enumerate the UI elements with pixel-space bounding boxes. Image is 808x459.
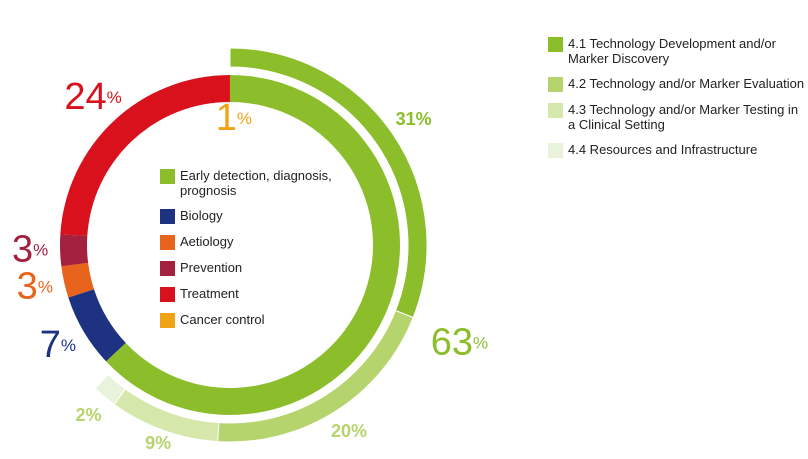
legend-item: 4.3 Technology and/or Marker Testing in … [548,102,806,132]
value-label: 24% [64,76,121,118]
category-legend: Early detection, diagnosis, prognosis Bio… [160,168,335,338]
value-label: 63% [431,321,488,363]
legend-item: 4.2 Technology and/or Marker Evaluation [548,76,806,92]
breakdown-label: 9% [145,433,171,453]
legend-item: 4.4 Resources and Infrastructure [548,142,806,158]
legend-label: Aetiology [180,234,234,249]
legend-item: Cancer control [160,312,335,328]
breakdown-segment [94,374,127,406]
legend-swatch [548,77,563,92]
donut-segment [68,289,126,362]
legend-label: 4.2 Technology and/or Marker Evaluation [568,76,805,91]
legend-label: Cancer control [180,312,265,327]
breakdown-label: 2% [75,405,101,425]
legend-label: 4.4 Resources and Infrastructure [568,142,758,157]
legend-swatch [548,103,563,118]
legend-swatch [160,287,175,302]
legend-item: 4.1 Technology Development and/or Marker… [548,36,806,66]
legend-item: Treatment [160,286,335,302]
donut-segment [60,234,89,267]
legend-label: Prevention [180,260,243,275]
legend-swatch [548,37,563,52]
donut-segment [106,75,401,415]
breakdown-label: 20% [331,421,367,441]
value-label: 1% [216,97,252,139]
legend-label: Biology [180,208,223,223]
legend-label: Treatment [180,286,239,301]
legend-swatch [160,209,175,224]
breakdown-label: 31% [396,109,432,129]
legend-swatch [548,143,563,158]
legend-item: Prevention [160,260,335,276]
legend-label: 4.1 Technology Development and/or Marker… [568,36,776,66]
legend-item: Aetiology [160,234,335,250]
value-label: 7% [40,324,76,366]
breakdown-legend: 4.1 Technology Development and/or Marker… [548,36,806,168]
legend-label: Early detection, diagnosis, prognosis [180,168,332,198]
legend-label: 4.3 Technology and/or Marker Testing in … [568,102,799,132]
value-label: 3% [12,228,48,270]
legend-swatch [160,169,175,184]
legend-swatch [160,235,175,250]
donut-segment [61,262,94,298]
legend-swatch [160,261,175,276]
legend-item: Biology [160,208,335,224]
value-label: 3% [17,266,53,308]
donut-segment [60,75,230,237]
legend-swatch [160,313,175,328]
legend-item: Early detection, diagnosis, prognosis [160,168,335,198]
